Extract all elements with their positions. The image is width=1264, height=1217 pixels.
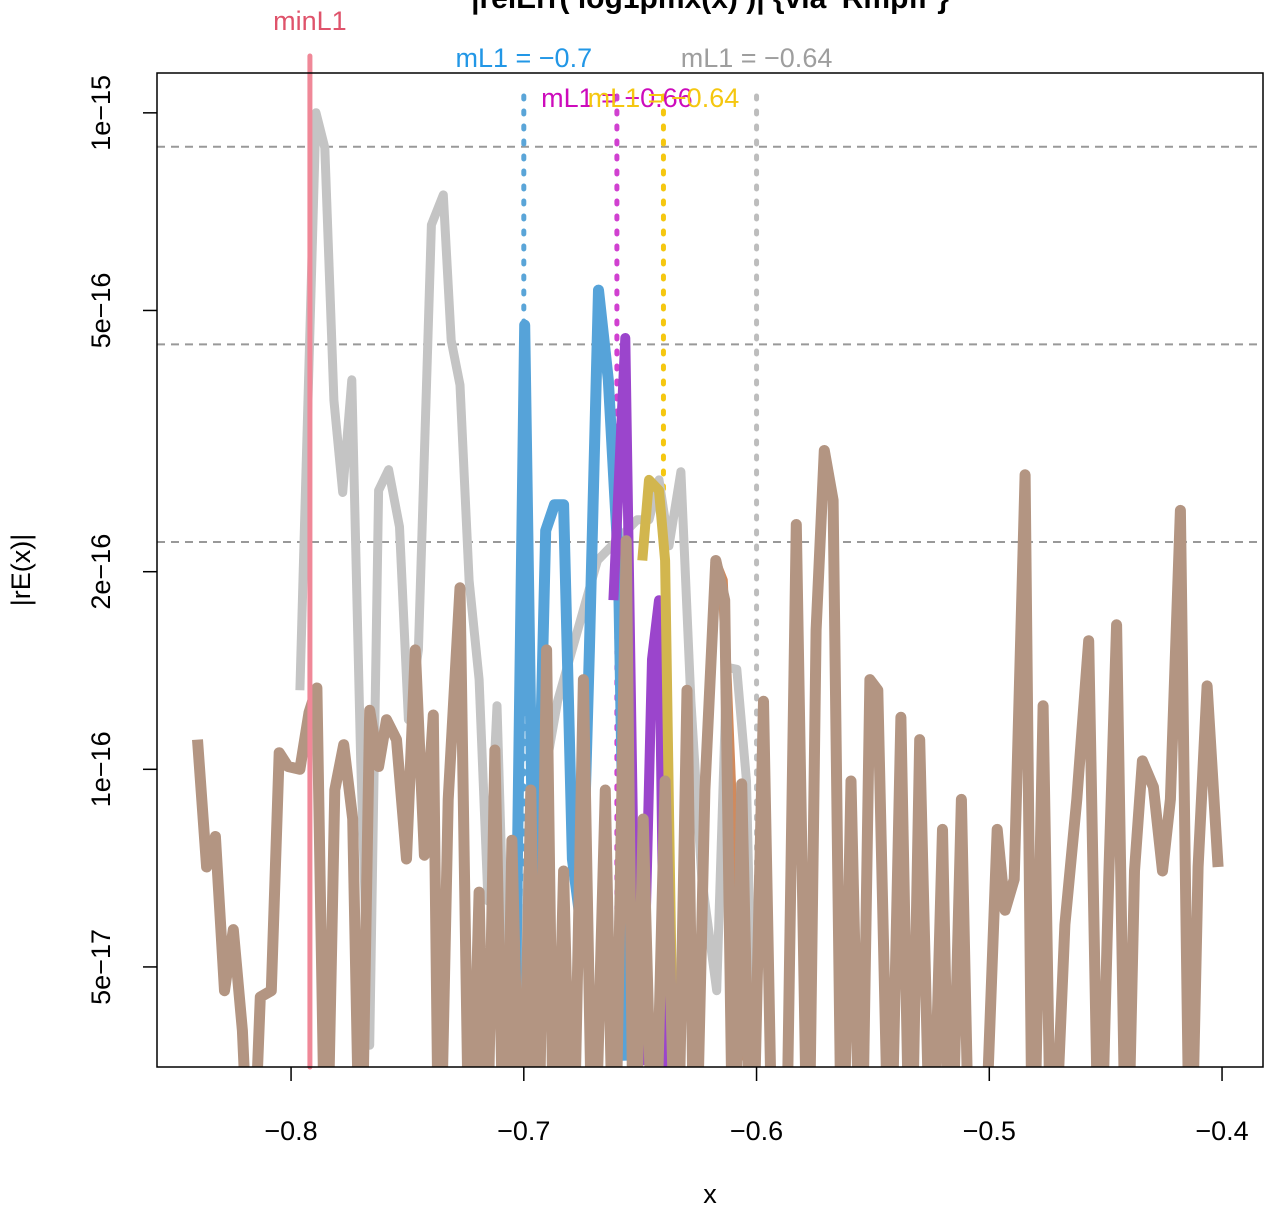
v-ref-label: mL1 = −0.66 — [541, 83, 693, 113]
series-line — [295, 108, 758, 1067]
chart-title: |relErr( log1pmx(x) )| {via 'Rmpfr'} — [471, 0, 949, 15]
y-tick-label: 1e−16 — [86, 731, 116, 807]
x-tick-label: −0.7 — [497, 1116, 550, 1146]
y-tick-label: 5e−17 — [86, 929, 116, 1005]
x-tick-label: −0.6 — [730, 1116, 783, 1146]
series-line — [192, 445, 1224, 1067]
plot-frame — [156, 72, 1264, 1068]
v-ref-label: mL1 = −0.64 — [588, 83, 740, 113]
y-tick-label: 2e−16 — [86, 534, 116, 610]
y-tick-label: 1e−15 — [86, 75, 116, 151]
x-tick-label: −0.4 — [1195, 1116, 1248, 1146]
v-ref-label: mL1 = −0.7 — [456, 43, 593, 73]
v-ref-label: mL1 = −0.64 — [681, 43, 833, 73]
y-axis-label: |rE(x)| — [6, 534, 36, 607]
y-tick-label: 5e−16 — [86, 273, 116, 349]
series-line — [637, 474, 678, 1067]
x-tick-label: −0.5 — [963, 1116, 1016, 1146]
x-axis-label: x — [703, 1179, 717, 1209]
x-tick-label: −0.8 — [264, 1116, 317, 1146]
plot-area — [157, 93, 1263, 1067]
v-ref-label: minL1 — [273, 6, 347, 36]
